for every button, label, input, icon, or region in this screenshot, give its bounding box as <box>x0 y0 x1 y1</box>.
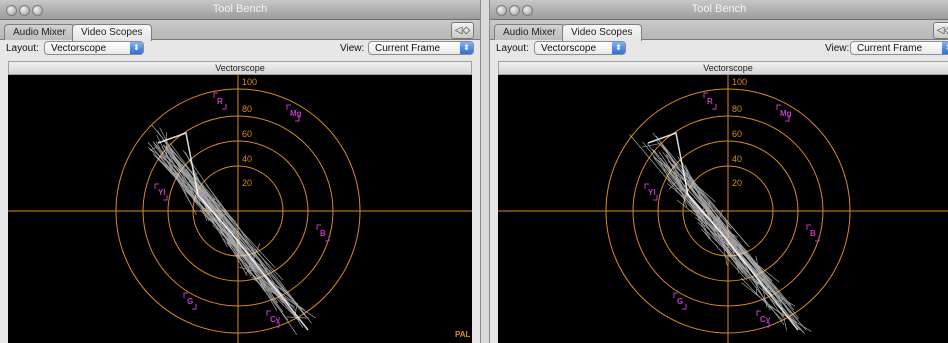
vectorscope-trace <box>629 132 812 334</box>
popup-arrows-icon: ⬍ <box>612 42 625 54</box>
video-standard-label: PAL <box>455 330 471 339</box>
layout-select-value: Vectorscope <box>541 43 597 54</box>
graticule-ring <box>167 140 309 282</box>
tab-menu-icon[interactable]: ◁◇ <box>933 22 948 39</box>
target-box-icon <box>776 104 790 122</box>
target-box-icon <box>756 310 770 328</box>
vectorscope-target-label: Cy <box>270 315 281 324</box>
vectorscope-target-label: Mg <box>780 109 792 118</box>
graticule-label: 20 <box>242 178 252 188</box>
scope-controls: Layout: Vectorscope ⬍ View: Current Fram… <box>490 40 948 59</box>
target-box-icon <box>673 292 687 310</box>
layout-label: Layout: <box>496 43 529 54</box>
tab-audio-mixer[interactable]: Audio Mixer <box>4 24 75 40</box>
tool-bench-window-right: Tool Bench Audio Mixer Video Scopes ◁◇ L… <box>489 0 948 343</box>
vectorscope-target-label: G <box>187 297 193 306</box>
graticule-ring <box>142 115 334 307</box>
view-select-value: Current Frame <box>857 43 923 54</box>
popup-arrows-icon: ⬍ <box>942 42 948 54</box>
tab-bar: Audio Mixer Video Scopes ◁◇ <box>490 20 948 41</box>
zoom-window-icon[interactable] <box>32 5 43 16</box>
graticule-ring <box>657 140 799 282</box>
graticule-label: 40 <box>732 154 742 164</box>
zoom-window-icon[interactable] <box>522 5 533 16</box>
target-box-icon <box>183 292 197 310</box>
vectorscope-display: 100 80 60 40 20 R Mg B Cy G Yl PAL <box>8 75 472 343</box>
vectorscope-target-label: Mg <box>290 109 302 118</box>
vectorscope-graticule: 100 80 60 40 20 R Mg B Cy G Yl PAL <box>8 75 472 343</box>
view-select[interactable]: Current Frame ⬍ <box>850 41 948 55</box>
graticule-label: 20 <box>732 178 742 188</box>
minimize-window-icon[interactable] <box>19 5 30 16</box>
graticule-ring <box>682 165 774 257</box>
vectorscope-target-label: B <box>810 229 816 238</box>
tab-bar: Audio Mixer Video Scopes ◁◇ <box>0 20 480 41</box>
target-box-icon <box>644 183 658 201</box>
vectorscope-target-label: G <box>677 297 683 306</box>
vectorscope-trace <box>147 124 316 335</box>
view-label: View: <box>340 43 365 54</box>
target-box-icon <box>154 183 168 201</box>
graticule-ring <box>632 115 824 307</box>
target-box-icon <box>316 224 330 242</box>
tab-video-scopes[interactable]: Video Scopes <box>72 24 152 41</box>
tab-menu-icon[interactable]: ◁◇ <box>451 22 474 39</box>
target-box-icon <box>806 224 820 242</box>
close-window-icon[interactable] <box>6 5 17 16</box>
window-title: Tool Bench <box>691 3 747 15</box>
graticule-label: 100 <box>732 77 747 87</box>
target-box-icon <box>213 92 227 110</box>
tool-bench-window-left: Tool Bench Audio Mixer Video Scopes ◁◇ L… <box>0 0 481 343</box>
title-bar[interactable]: Tool Bench <box>0 0 480 20</box>
layout-select[interactable]: Vectorscope ⬍ <box>44 41 144 55</box>
target-box-icon <box>703 92 717 110</box>
tab-video-scopes[interactable]: Video Scopes <box>562 24 642 41</box>
graticule-label: 60 <box>242 129 252 139</box>
minimize-window-icon[interactable] <box>509 5 520 16</box>
graticule-label: 80 <box>732 104 742 114</box>
graticule-ring <box>605 88 851 334</box>
graticule-label: 40 <box>242 154 252 164</box>
window-title: Tool Bench <box>212 3 268 15</box>
graticule-ring <box>115 88 361 334</box>
scope-title: Vectorscope <box>8 61 472 75</box>
scope-controls: Layout: Vectorscope ⬍ View: Current Fram… <box>0 40 480 59</box>
view-label: View: <box>825 43 850 54</box>
layout-label: Layout: <box>6 43 39 54</box>
vectorscope-target-label: R <box>217 97 223 106</box>
target-box-icon <box>266 310 280 328</box>
vectorscope-trace-highlight <box>647 131 799 331</box>
title-bar[interactable]: Tool Bench <box>490 0 948 20</box>
target-box-icon <box>286 104 300 122</box>
vectorscope-trace-highlight <box>157 131 309 331</box>
graticule-label: 60 <box>732 129 742 139</box>
vectorscope-target-label: Cy <box>760 315 771 324</box>
layout-select-value: Vectorscope <box>51 43 107 54</box>
scope-title: Vectorscope <box>498 61 948 75</box>
view-select-value: Current Frame <box>375 43 441 54</box>
close-window-icon[interactable] <box>496 5 507 16</box>
vectorscope-target-label: Yl <box>648 188 656 197</box>
layout-select[interactable]: Vectorscope ⬍ <box>534 41 626 55</box>
popup-arrows-icon: ⬍ <box>460 42 473 54</box>
vectorscope-target-label: Yl <box>158 188 166 197</box>
graticule-label: 80 <box>242 104 252 114</box>
view-select[interactable]: Current Frame ⬍ <box>368 41 474 55</box>
popup-arrows-icon: ⬍ <box>130 42 143 54</box>
graticule-label: 100 <box>242 77 257 87</box>
vectorscope-target-label: R <box>707 97 713 106</box>
tab-audio-mixer[interactable]: Audio Mixer <box>494 24 565 40</box>
vectorscope-target-label: B <box>320 229 326 238</box>
